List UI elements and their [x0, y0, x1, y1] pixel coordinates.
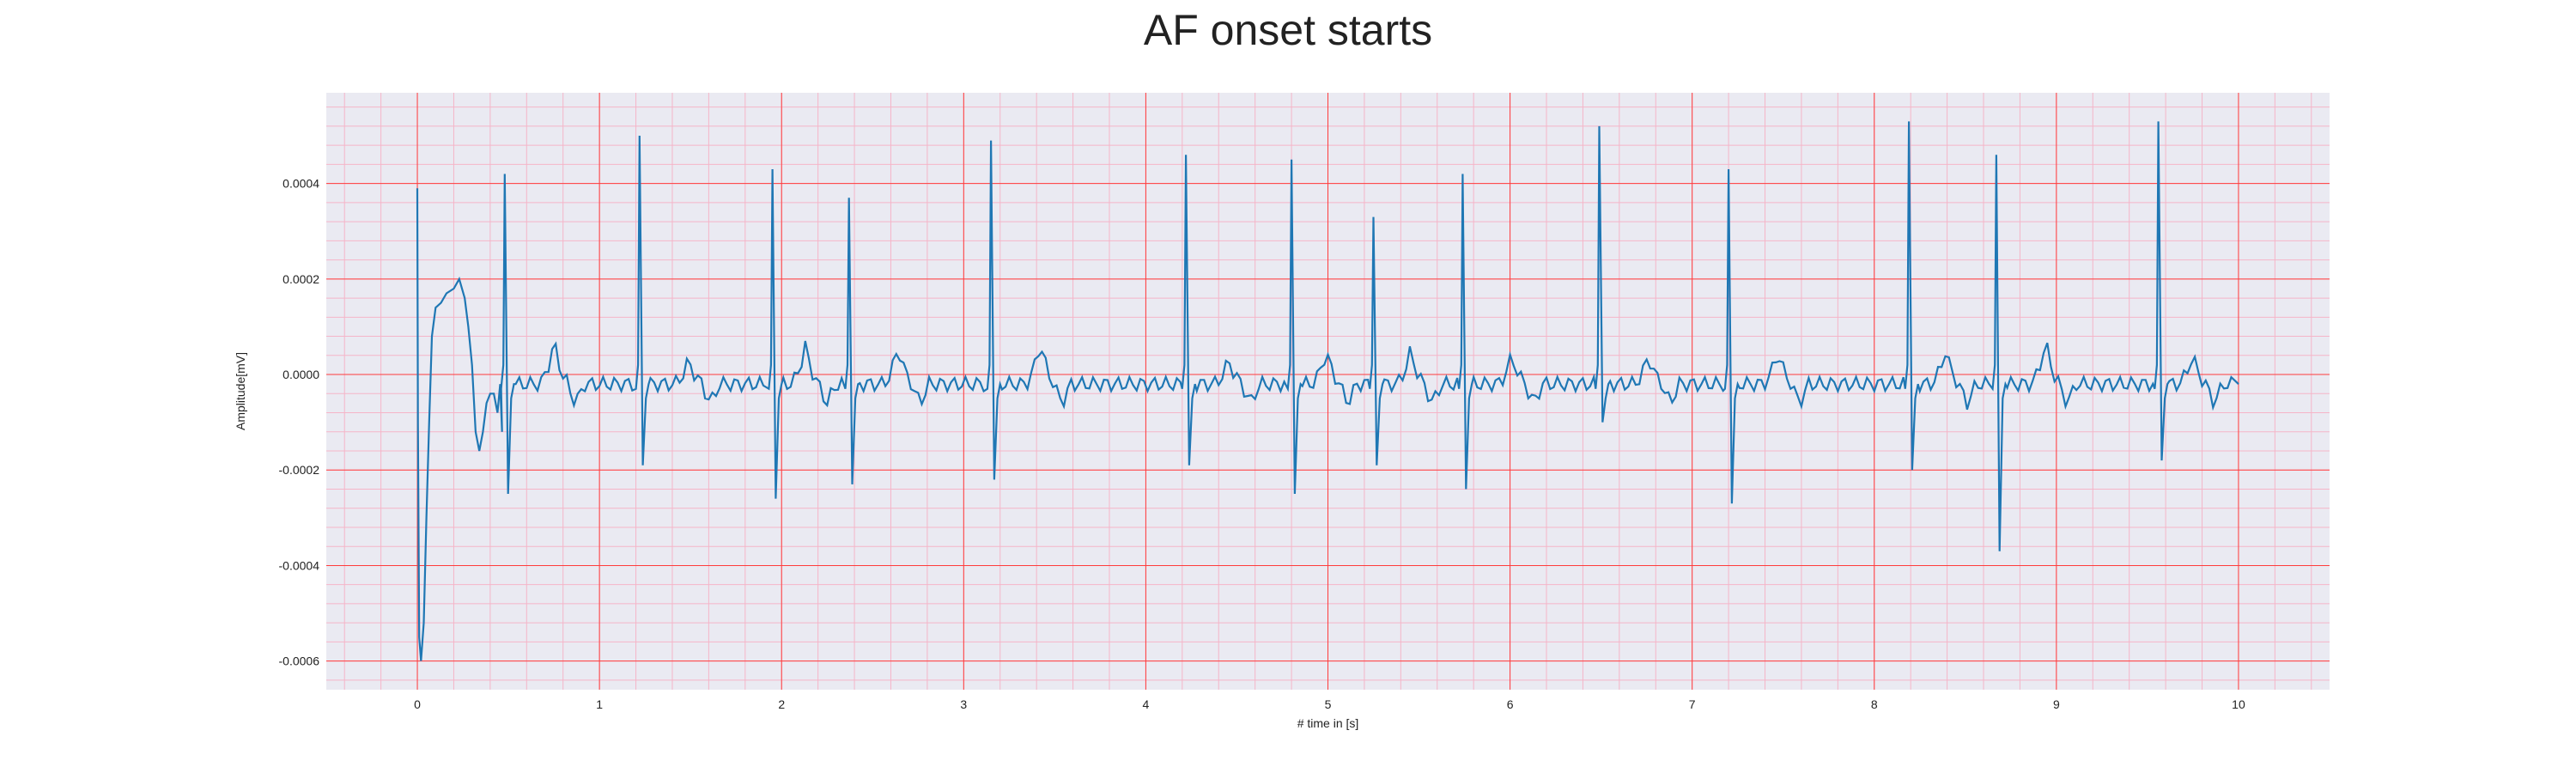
y-tick-labels: 0.0004 0.0002 0.0000 -0.0002 -0.0004 -0.0006 — [279, 177, 320, 668]
major-grid — [326, 93, 2330, 690]
x-tick-label: 0 — [414, 697, 421, 711]
y-tick-label: -0.0006 — [279, 654, 320, 668]
y-axis-label: Amplitude[mV] — [234, 352, 247, 430]
x-tick-label: 6 — [1507, 697, 1514, 711]
chart-title: AF onset starts — [1143, 6, 1433, 54]
x-tick-label: 5 — [1325, 697, 1332, 711]
x-tick-label: 9 — [2053, 697, 2060, 711]
ecg-signal-line — [416, 121, 2239, 661]
y-tick-label: -0.0004 — [279, 558, 320, 572]
y-tick-label: 0.0000 — [283, 368, 319, 381]
x-tick-label: 1 — [596, 697, 603, 711]
x-tick-label: 10 — [2232, 697, 2245, 711]
x-tick-label: 8 — [1871, 697, 1878, 711]
x-tick-label: 7 — [1689, 697, 1696, 711]
x-tick-label: 3 — [960, 697, 967, 711]
y-tick-label: 0.0002 — [283, 272, 319, 286]
x-tick-labels: 0 1 2 3 4 5 6 7 8 9 10 — [414, 697, 2245, 711]
x-axis-label: # time in [s] — [1297, 716, 1359, 730]
y-tick-label: -0.0002 — [279, 463, 320, 477]
x-tick-label: 4 — [1143, 697, 1150, 711]
y-tick-label: 0.0004 — [283, 177, 319, 191]
x-tick-label: 2 — [778, 697, 785, 711]
